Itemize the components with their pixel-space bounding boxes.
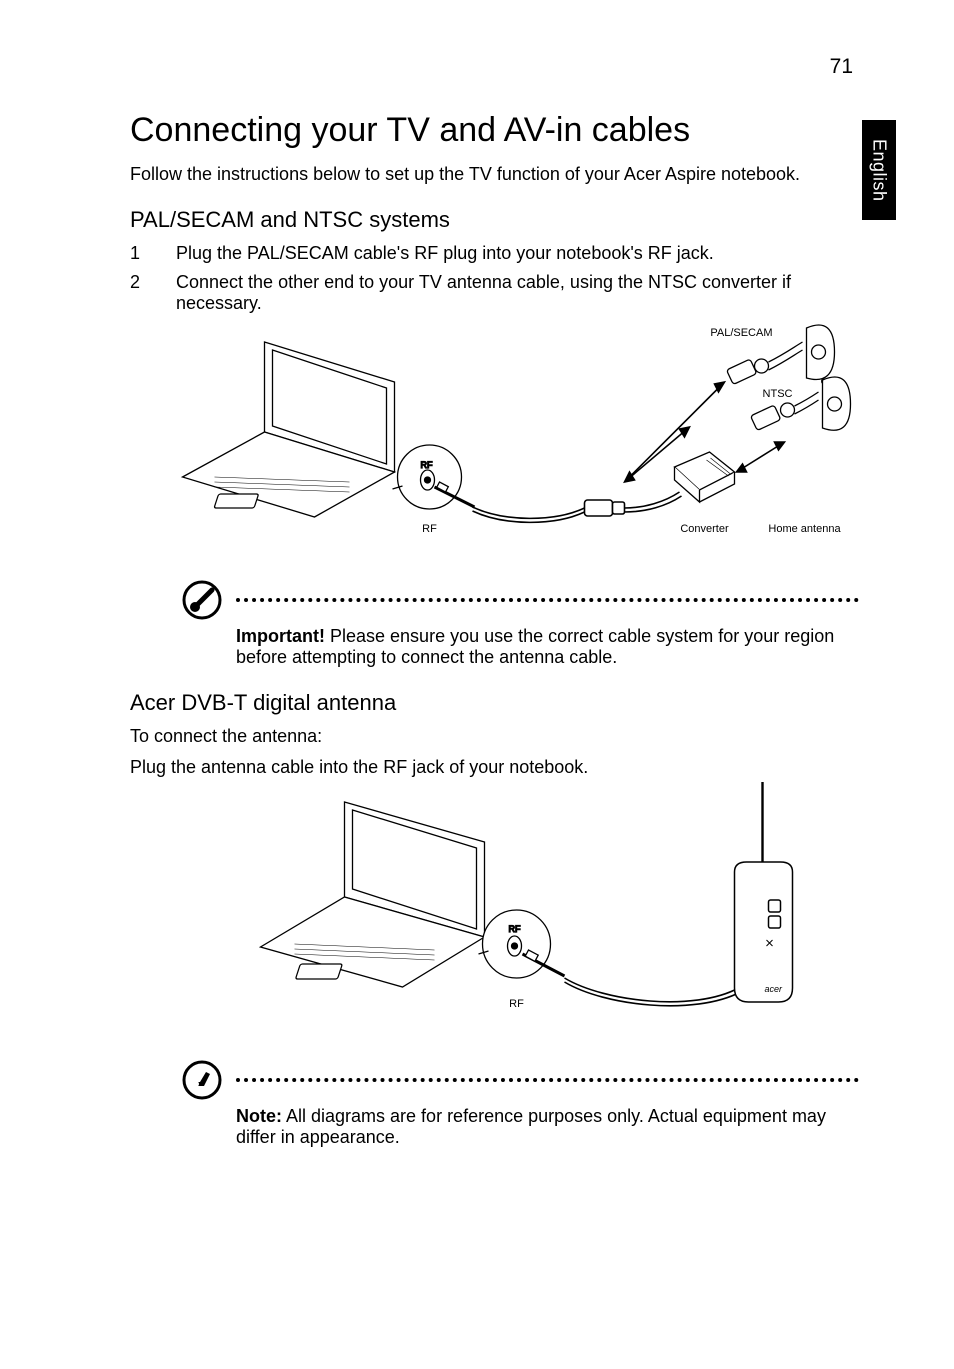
language-tab: English (862, 120, 896, 220)
svg-text:acer: acer (765, 984, 784, 994)
step-row: 2 Connect the other end to your TV anten… (130, 272, 859, 314)
section2-p2: Plug the antenna cable into the RF jack … (130, 757, 859, 778)
page-title: Connecting your TV and AV-in cables (130, 111, 859, 150)
section1-heading: PAL/SECAM and NTSC systems (130, 207, 859, 233)
important-divider (182, 580, 859, 620)
diagram2-rf-small-label: RF (509, 924, 521, 934)
step-number: 2 (130, 272, 176, 314)
note-text: Note: All diagrams are for reference pur… (236, 1106, 859, 1148)
diagram1-home-antenna-label: Home antenna (768, 523, 841, 535)
important-icon (182, 580, 222, 620)
diagram-pal-secam-ntsc: RF (130, 322, 859, 562)
intro-paragraph: Follow the instructions below to set up … (130, 164, 859, 185)
section2-p1: To connect the antenna: (130, 726, 859, 747)
step-row: 1 Plug the PAL/SECAM cable's RF plug int… (130, 243, 859, 264)
step-text: Plug the PAL/SECAM cable's RF plug into … (176, 243, 859, 264)
diagram1-rf-label: RF (422, 523, 437, 535)
note-icon (182, 1060, 222, 1100)
important-body: Please ensure you use the correct cable … (236, 626, 834, 667)
dotted-line (236, 1078, 859, 1082)
step-text: Connect the other end to your TV antenna… (176, 272, 859, 314)
note-bold: Note: (236, 1106, 282, 1126)
diagram1-rf-small-label: RF (421, 460, 433, 470)
note-body: All diagrams are for reference purposes … (236, 1106, 826, 1147)
note-divider (182, 1060, 859, 1100)
diagram1-converter-label: Converter (680, 523, 729, 535)
diagram1-ntsc-label: NTSC (763, 388, 793, 400)
important-text: Important! Please ensure you use the cor… (236, 626, 859, 668)
step-number: 1 (130, 243, 176, 264)
page-content: 71 Connecting your TV and AV-in cables F… (0, 0, 954, 1220)
diagram2-rf-label: RF (509, 998, 524, 1010)
diagram1-palsecam-label: PAL/SECAM (710, 327, 772, 339)
important-bold: Important! (236, 626, 325, 646)
diagram-dvbt-antenna: RF RF acer (130, 782, 859, 1042)
dotted-line (236, 598, 859, 602)
section2-heading: Acer DVB-T digital antenna (130, 690, 859, 716)
page-number: 71 (130, 55, 859, 79)
language-tab-label: English (869, 139, 890, 202)
